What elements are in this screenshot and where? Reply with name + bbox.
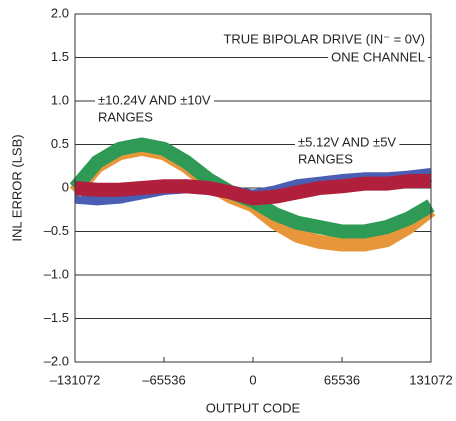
annotation: RANGES	[298, 151, 353, 166]
annotation: ±5.12V AND ±5V	[298, 134, 396, 149]
x-tick-label: 131072	[409, 372, 452, 387]
y-tick-label: –1.5	[44, 310, 69, 325]
x-tick-label: 65536	[324, 372, 360, 387]
y-tick-label: 1.0	[51, 92, 69, 107]
y-tick-label: 1.5	[51, 49, 69, 64]
annotation: ±10.24V AND ±10V	[98, 92, 211, 107]
y-tick-label: –2.0	[44, 353, 69, 368]
x-tick-label: –131072	[50, 372, 101, 387]
annotation: ONE CHANNEL	[331, 49, 425, 64]
y-tick-label: 0	[62, 179, 69, 194]
y-tick-label: 0.5	[51, 136, 69, 151]
annotation-bg	[95, 91, 214, 109]
series-band	[74, 174, 431, 206]
x-tick-label: 0	[249, 372, 256, 387]
annotation-bg	[295, 133, 400, 151]
annotation: TRUE BIPOLAR DRIVE (IN⁻ = 0V)	[223, 31, 425, 46]
plot-frame	[74, 13, 432, 363]
y-axis-label: INL ERROR (LSB)	[9, 134, 24, 241]
annotation-bg	[220, 30, 428, 48]
annotation: RANGES	[98, 109, 153, 124]
y-tick-label: –0.5	[44, 223, 69, 238]
annotation-bg	[95, 108, 157, 126]
x-axis-label: OUTPUT CODE	[206, 400, 301, 415]
x-tick-label: –65536	[142, 372, 185, 387]
annotation-bg	[328, 48, 428, 66]
y-tick-label: 2.0	[51, 5, 69, 20]
annotation-bg	[295, 150, 357, 168]
y-tick-label: –1.0	[44, 266, 69, 281]
